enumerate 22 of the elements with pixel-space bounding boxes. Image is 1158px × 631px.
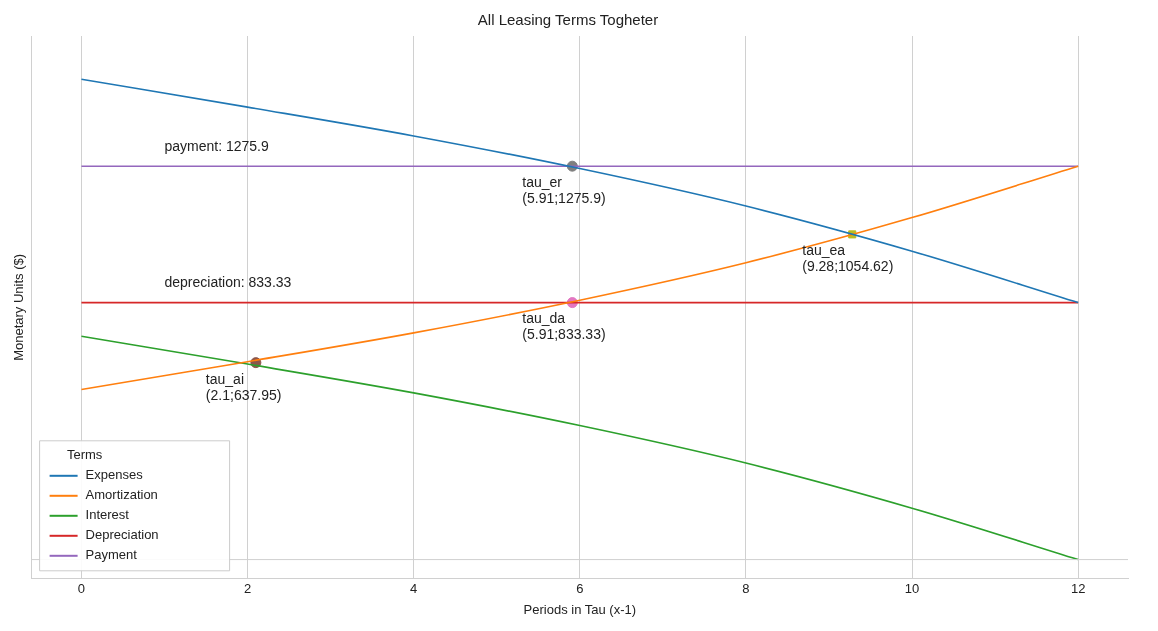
annotation: tau_da (5.91;833.33) bbox=[522, 310, 606, 343]
legend-label: Payment bbox=[85, 547, 138, 563]
x-tick-label: 4 bbox=[410, 581, 418, 597]
x-axis-title: Periods in Tau (x-1) bbox=[523, 601, 637, 617]
legend-title: Terms bbox=[66, 447, 103, 463]
legend-label: Expenses bbox=[85, 467, 144, 483]
annotation: payment: 1275.9 bbox=[164, 138, 270, 155]
x-tick-label: 10 bbox=[904, 581, 920, 597]
legend-label: Interest bbox=[85, 507, 130, 523]
x-tick-label: 12 bbox=[1070, 581, 1086, 597]
legend-label: Amortization bbox=[85, 487, 158, 503]
annotation: depreciation: 833.33 bbox=[164, 274, 292, 291]
x-tick-label: 0 bbox=[77, 581, 86, 597]
annotation: tau_ai (2.1;637.95) bbox=[205, 370, 282, 403]
annotation: tau_ea (9.28;1054.62) bbox=[802, 242, 894, 275]
annotation: tau_er (5.91;1275.9) bbox=[522, 174, 606, 207]
x-tick-label: 2 bbox=[243, 581, 252, 597]
chart-title: All Leasing Terms Togheter bbox=[477, 11, 659, 29]
x-tick-label: 6 bbox=[576, 581, 584, 597]
legend-label: Depreciation bbox=[85, 527, 159, 543]
y-axis-title: Monetary Units ($) bbox=[11, 253, 27, 361]
x-tick-label: 8 bbox=[742, 581, 750, 597]
